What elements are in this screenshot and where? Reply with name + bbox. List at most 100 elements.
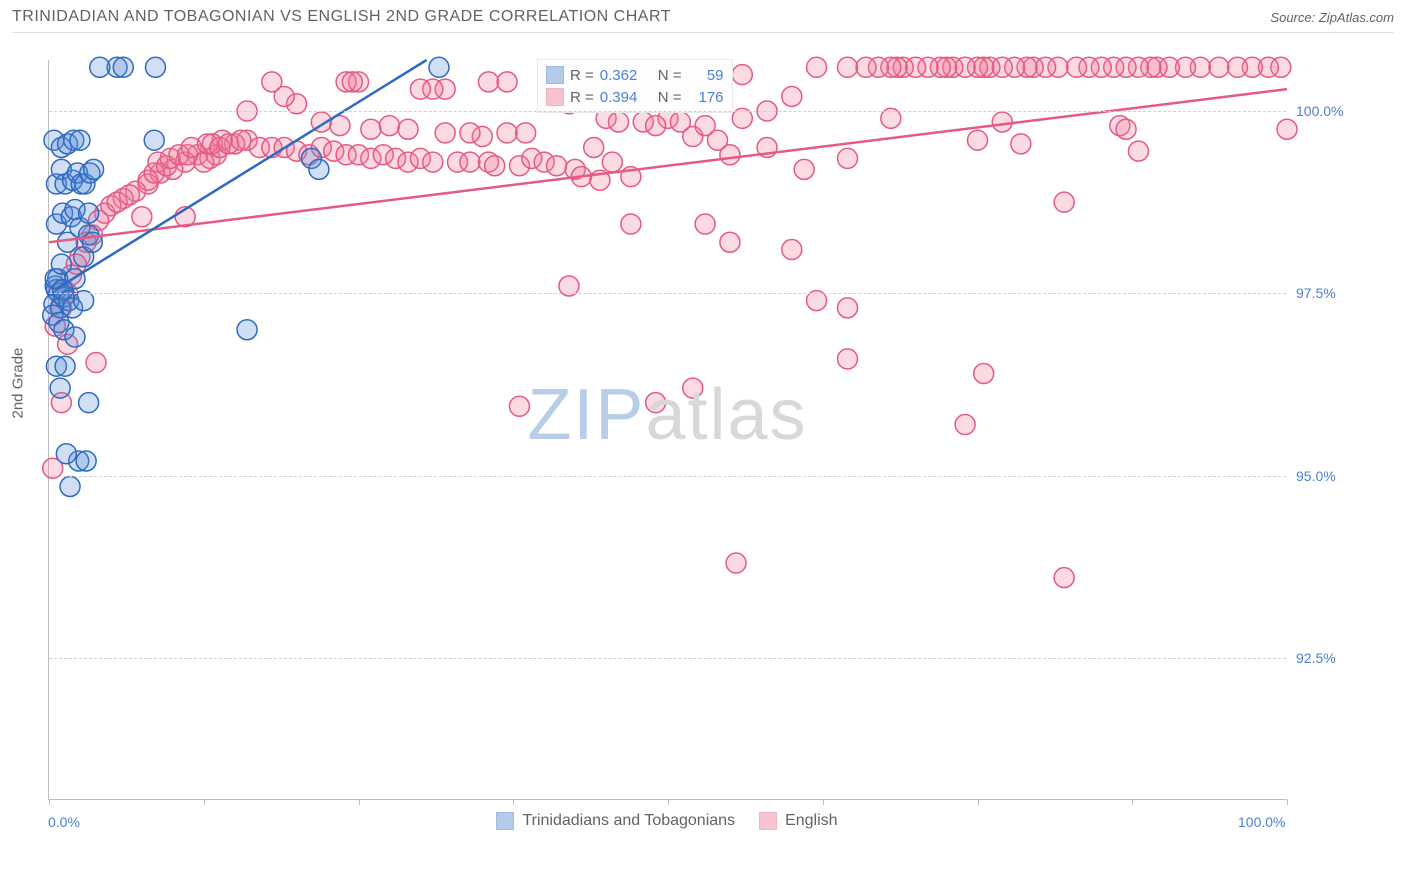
data-point xyxy=(79,393,99,413)
stats-legend: R =0.362N =59R =0.394N =176 xyxy=(537,59,733,113)
x-tick xyxy=(978,799,979,805)
data-point xyxy=(423,152,443,172)
data-point xyxy=(60,477,80,497)
plot-svg xyxy=(49,60,1287,800)
legend-swatch xyxy=(759,812,777,830)
data-point xyxy=(56,444,76,464)
data-point xyxy=(732,65,752,85)
legend-item: Trinidadians and Tobagonians xyxy=(496,812,735,830)
legend-n-label: N = xyxy=(658,89,682,106)
data-point xyxy=(119,185,139,205)
series-legend: Trinidadians and Tobagonians English xyxy=(48,812,1286,830)
data-point xyxy=(726,553,746,573)
data-point xyxy=(516,123,536,143)
data-point xyxy=(974,363,994,383)
x-tick xyxy=(1287,799,1288,805)
x-tick xyxy=(513,799,514,805)
data-point xyxy=(1128,141,1148,161)
data-point xyxy=(410,79,430,99)
data-point xyxy=(602,152,622,172)
y-tick-label: 97.5% xyxy=(1296,285,1336,301)
data-point xyxy=(807,57,827,77)
legend-swatch xyxy=(496,812,514,830)
data-point xyxy=(621,214,641,234)
data-point xyxy=(84,159,104,179)
x-tick-label: 0.0% xyxy=(48,814,80,830)
gridline-h xyxy=(49,476,1286,477)
data-point xyxy=(132,207,152,227)
data-point xyxy=(361,119,381,139)
data-point xyxy=(86,353,106,373)
x-tick xyxy=(823,799,824,805)
chart-container: 2nd Grade ZIPatlas R =0.362N =59R =0.394… xyxy=(48,60,1366,820)
data-point xyxy=(1227,57,1247,77)
legend-item: English xyxy=(759,812,837,830)
y-tick-label: 92.5% xyxy=(1296,650,1336,666)
data-point xyxy=(1116,119,1136,139)
data-point xyxy=(1011,134,1031,154)
data-point xyxy=(237,320,257,340)
x-tick xyxy=(668,799,669,805)
data-point xyxy=(55,356,75,376)
stats-legend-row: R =0.394N =176 xyxy=(546,86,724,108)
x-tick xyxy=(204,799,205,805)
data-point xyxy=(1054,192,1074,212)
legend-series-name: Trinidadians and Tobagonians xyxy=(522,812,735,830)
data-point xyxy=(144,130,164,150)
data-point xyxy=(145,57,165,77)
data-point xyxy=(794,159,814,179)
data-point xyxy=(497,123,517,143)
legend-n-value: 59 xyxy=(688,67,724,84)
data-point xyxy=(782,240,802,260)
header-divider xyxy=(12,32,1394,33)
gridline-h xyxy=(49,111,1286,112)
legend-n-label: N = xyxy=(658,67,682,84)
data-point xyxy=(1054,568,1074,588)
data-point xyxy=(838,349,858,369)
data-point xyxy=(838,298,858,318)
legend-r-value: 0.362 xyxy=(600,67,652,84)
data-point xyxy=(856,57,876,77)
legend-series-name: English xyxy=(785,812,837,830)
stats-legend-row: R =0.362N =59 xyxy=(546,64,724,86)
data-point xyxy=(485,156,505,176)
data-point xyxy=(113,57,133,77)
data-point xyxy=(309,159,329,179)
data-point xyxy=(262,72,282,92)
data-point xyxy=(509,396,529,416)
gridline-h xyxy=(49,658,1286,659)
data-point xyxy=(231,130,251,150)
data-point xyxy=(584,137,604,157)
data-point xyxy=(1067,57,1087,77)
data-point xyxy=(695,214,715,234)
data-point xyxy=(429,57,449,77)
source-link[interactable]: ZipAtlas.com xyxy=(1319,10,1394,25)
data-point xyxy=(782,86,802,106)
y-tick-label: 95.0% xyxy=(1296,468,1336,484)
data-point xyxy=(70,130,90,150)
legend-r-value: 0.394 xyxy=(600,89,652,106)
data-point xyxy=(547,156,567,176)
data-point xyxy=(992,112,1012,132)
plot-area: ZIPatlas R =0.362N =59R =0.394N =176 xyxy=(48,60,1286,800)
data-point xyxy=(460,123,480,143)
data-point xyxy=(79,203,99,223)
data-point xyxy=(398,119,418,139)
x-tick xyxy=(49,799,50,805)
data-point xyxy=(65,327,85,347)
data-point xyxy=(720,232,740,252)
trend-line xyxy=(55,60,426,290)
data-point xyxy=(968,130,988,150)
x-tick xyxy=(359,799,360,805)
data-point xyxy=(838,148,858,168)
data-point xyxy=(76,451,96,471)
data-point xyxy=(1209,57,1229,77)
data-point xyxy=(646,116,666,136)
data-point xyxy=(435,123,455,143)
data-point xyxy=(50,378,70,398)
data-point xyxy=(478,72,498,92)
x-tick-label: 100.0% xyxy=(1238,814,1285,830)
data-point xyxy=(379,116,399,136)
legend-r-label: R = xyxy=(570,89,594,106)
data-point xyxy=(460,152,480,172)
